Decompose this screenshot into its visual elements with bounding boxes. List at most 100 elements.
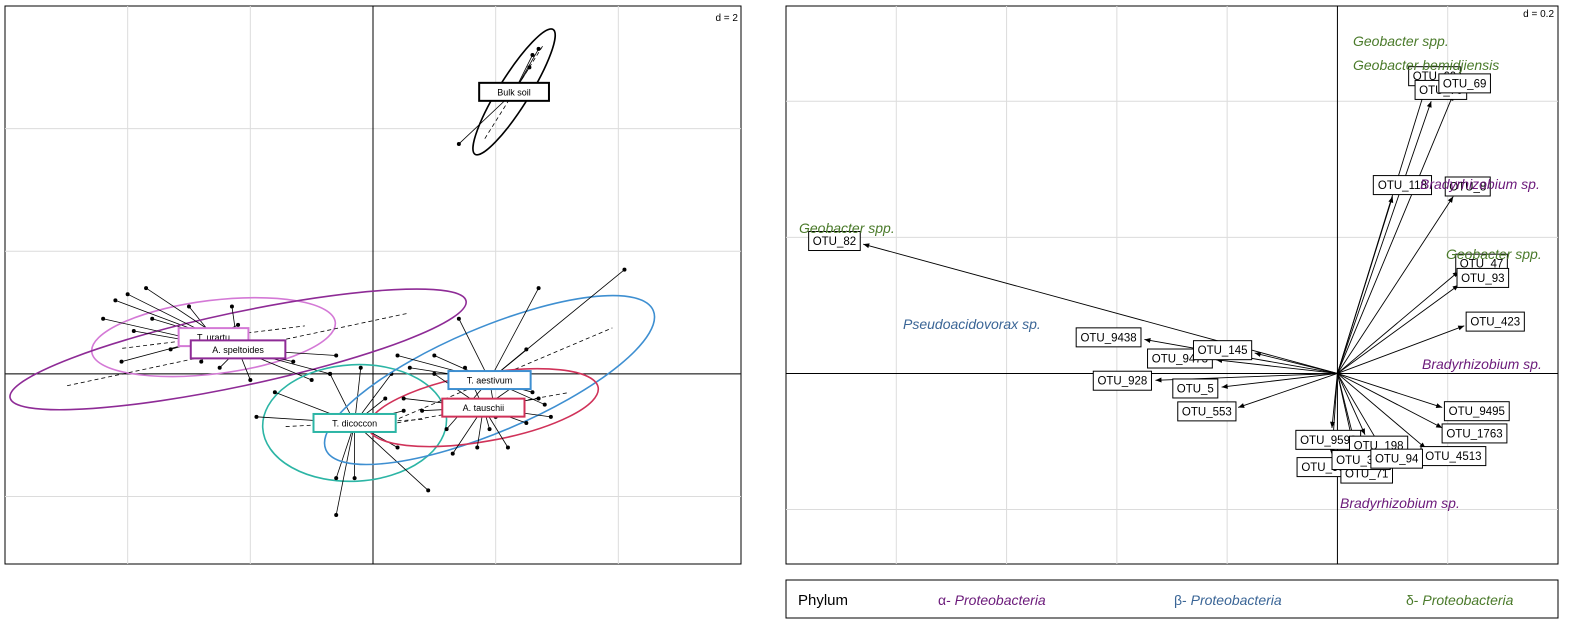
otu-label-otu-928: OTU_928	[1097, 376, 1147, 388]
legend-prefix-alpha: α-	[938, 592, 955, 608]
biplot-panel: OTU_82OTU_9438OTU_9473OTU_5OTU_553OTU_92…	[785, 5, 1559, 565]
otu-label-box-otu-928	[1092, 370, 1152, 391]
taxon-annotation-4: Geobacter spp.	[799, 220, 895, 236]
point-t-urartu-2	[119, 359, 124, 364]
point-a-tauschii-3	[420, 408, 425, 413]
arrowhead-otu-5	[1221, 383, 1228, 389]
arrow-otu-198	[1337, 373, 1366, 435]
point-a-speltoides-7	[217, 365, 222, 370]
arrow-otu-5	[1221, 373, 1338, 388]
group-label-a-tauschii: A. tauschii	[463, 403, 505, 413]
otu-label-box-otu-93	[1456, 267, 1510, 288]
biplot-taxon-annotations: Geobacter spp. Geobacter bemidjiensis Brad…	[799, 33, 1542, 511]
taxon-annotation-0: Geobacter spp.	[1353, 33, 1449, 49]
point-t-aestivum-3	[432, 353, 437, 358]
arrowhead-otu-70	[1426, 101, 1432, 108]
taxon-annotation-6: Bradyrhizobium sp.	[1422, 356, 1542, 372]
arrow-otu-69	[1337, 94, 1454, 374]
point-t-dicoccon-11	[383, 396, 388, 401]
arrowhead-otu-553	[1238, 403, 1245, 408]
otu-label-box-otu-94	[1370, 448, 1423, 469]
arrowhead-otu-9495	[1435, 403, 1443, 409]
otu-label-otu-9438: OTU_9438	[1080, 332, 1136, 344]
arrow-otu-145	[1254, 352, 1338, 374]
point-a-tauschii-1	[475, 445, 480, 450]
otu-label-otu-553: OTU_553	[1182, 406, 1232, 418]
point-t-dicoccon-10	[401, 408, 406, 413]
point-t-urartu-5	[199, 359, 204, 364]
spoke-t-aestivum-1	[489, 287, 539, 381]
legend-name-beta: Proteobacteria	[1191, 592, 1282, 608]
ordination-panel: Bulk soil T. urartu A. speltoides T. dicocc…	[4, 5, 742, 565]
spoke-t-aestivum-2	[458, 318, 490, 381]
point-t-aestivum-7	[395, 353, 400, 358]
point-a-tauschii-10	[487, 427, 492, 432]
otu-label-otu-8: OTU_8	[1449, 181, 1486, 193]
arrowhead-otu-8	[1447, 196, 1454, 203]
point-a-tauschii-0	[450, 451, 455, 456]
arrow-otu-70	[1337, 101, 1432, 374]
otu-label-otu-423: OTU_423	[1470, 317, 1520, 329]
point-t-dicoccon-9	[328, 371, 333, 376]
ellipse-t-aestivum	[323, 294, 656, 466]
otu-label-otu-5: OTU_5	[1177, 383, 1214, 395]
arrow-otu-9473	[1216, 359, 1338, 374]
arrowhead-otu-145	[1254, 352, 1262, 357]
point-a-tauschii-5	[548, 414, 553, 419]
otu-label-box-otu-423	[1465, 311, 1525, 332]
spoke-t-dicoccon-0	[335, 422, 355, 516]
arrow-otu-82	[863, 243, 1338, 374]
legend-prefix-beta: β-	[1174, 592, 1191, 608]
arrowhead-otu-1763	[1435, 422, 1443, 428]
group-label-box-t-aestivum	[447, 370, 532, 391]
point-a-speltoides-11	[334, 353, 339, 358]
taxon-annotation-1: Geobacter bemidjiensis	[1353, 57, 1499, 73]
otu-label-otu-9495: OTU_9495	[1449, 406, 1505, 418]
otu-label-otu-4513: OTU_4513	[1425, 451, 1481, 463]
biplot-otu-labels: OTU_82OTU_9438OTU_9473OTU_5OTU_553OTU_92…	[808, 66, 1525, 484]
legend-alpha-entry: α- Proteobacteria	[938, 592, 1046, 608]
point-a-speltoides-4	[229, 304, 234, 309]
legend-name-delta: Proteobacteria	[1422, 592, 1513, 608]
point-t-dicoccon-6	[272, 390, 277, 395]
group-label-bulk-soil: Bulk soil	[497, 87, 531, 97]
point-a-speltoides-2	[101, 316, 106, 321]
otu-label-box-otu-9438	[1075, 327, 1142, 348]
group-label-t-urartu: T. urartu	[197, 333, 230, 343]
point-a-tauschii-6	[432, 371, 437, 376]
point-t-urartu-4	[236, 322, 241, 327]
otu-label-box-otu-1763	[1441, 423, 1508, 444]
ellipse-t-dicoccon	[261, 363, 448, 483]
otu-label-otu-118: OTU_118	[1378, 180, 1427, 192]
point-t-aestivum-4	[524, 347, 529, 352]
point-t-urartu-0	[113, 298, 118, 303]
point-a-speltoides-0	[125, 292, 130, 297]
arrowhead-otu-9438	[1144, 338, 1151, 343]
point-t-aestivum-8	[444, 427, 449, 432]
point-a-tauschii-9	[401, 396, 406, 401]
otu-label-box-otu-553	[1177, 401, 1237, 422]
ellipse-axis-t-dicoccon	[285, 418, 424, 427]
group-label-t-dicoccon: T. dicoccon	[332, 418, 377, 428]
biplot-grid	[786, 6, 1558, 564]
point-t-dicoccon-3	[395, 445, 400, 450]
point-a-speltoides-9	[309, 378, 314, 383]
point-t-aestivum-0	[622, 267, 627, 272]
ordination-axes	[5, 6, 741, 564]
arrow-otu-4513	[1337, 373, 1426, 449]
arrowhead-otu-928	[1155, 377, 1162, 383]
point-t-dicoccon-5	[254, 414, 259, 419]
ellipse-axis-bulk-soil	[484, 44, 544, 139]
point-a-speltoides-1	[144, 286, 149, 291]
otu-label-box-otu-69	[1438, 73, 1491, 94]
arrow-otu-1763	[1337, 373, 1443, 429]
point-bulk-soil-1	[456, 141, 461, 146]
ellipse-a-speltoides	[9, 288, 467, 411]
point-t-urartu-6	[168, 347, 173, 352]
point-t-aestivum-9	[530, 390, 535, 395]
arrow-otu-118	[1336, 196, 1394, 374]
taxon-annotation-5: Pseudoacidovorax sp.	[903, 316, 1041, 332]
group-label-box-a-tauschii	[441, 397, 526, 418]
arrowhead-otu-198	[1360, 428, 1365, 435]
